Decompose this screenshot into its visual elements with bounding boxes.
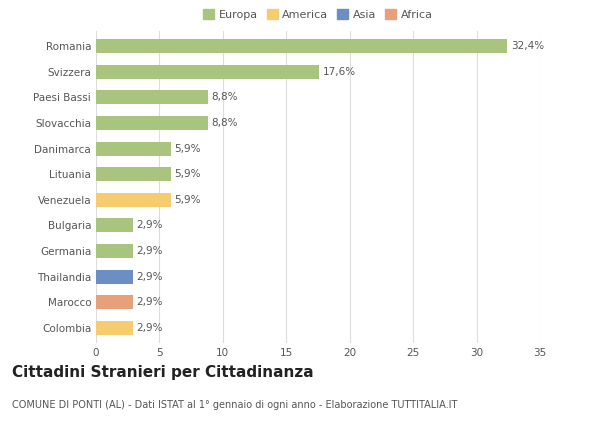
- Text: 17,6%: 17,6%: [323, 67, 356, 77]
- Text: 8,8%: 8,8%: [211, 118, 238, 128]
- Text: 5,9%: 5,9%: [175, 169, 201, 179]
- Text: 2,9%: 2,9%: [137, 271, 163, 282]
- Bar: [96, 167, 171, 181]
- Bar: [96, 295, 133, 309]
- Text: 8,8%: 8,8%: [211, 92, 238, 103]
- Text: 2,9%: 2,9%: [137, 246, 163, 256]
- Bar: [96, 193, 171, 207]
- Bar: [96, 90, 208, 104]
- Text: Cittadini Stranieri per Cittadinanza: Cittadini Stranieri per Cittadinanza: [12, 365, 314, 380]
- Bar: [96, 39, 507, 53]
- Bar: [96, 218, 133, 232]
- Bar: [96, 321, 133, 335]
- Text: 32,4%: 32,4%: [511, 41, 544, 51]
- Text: 2,9%: 2,9%: [137, 220, 163, 231]
- Bar: [96, 270, 133, 284]
- Text: 5,9%: 5,9%: [175, 143, 201, 154]
- Text: COMUNE DI PONTI (AL) - Dati ISTAT al 1° gennaio di ogni anno - Elaborazione TUTT: COMUNE DI PONTI (AL) - Dati ISTAT al 1° …: [12, 400, 457, 411]
- Bar: [96, 244, 133, 258]
- Bar: [96, 142, 171, 156]
- Bar: [96, 65, 319, 79]
- Text: 2,9%: 2,9%: [137, 323, 163, 333]
- Legend: Europa, America, Asia, Africa: Europa, America, Asia, Africa: [201, 7, 435, 22]
- Bar: [96, 116, 208, 130]
- Text: 2,9%: 2,9%: [137, 297, 163, 307]
- Text: 5,9%: 5,9%: [175, 195, 201, 205]
